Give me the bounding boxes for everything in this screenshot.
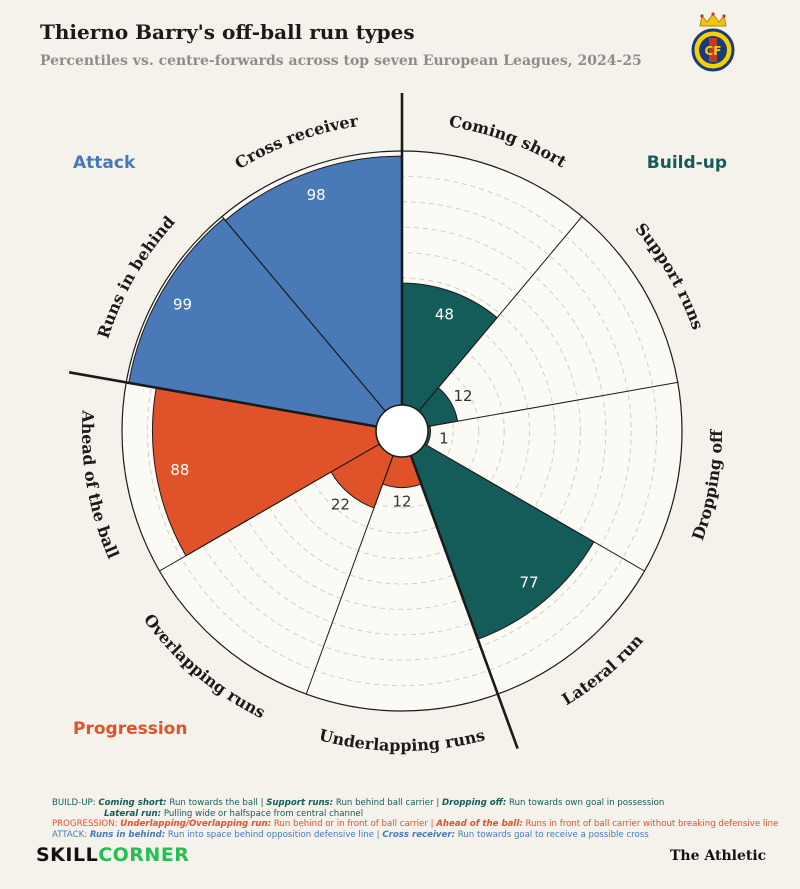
- spoke-8: [221, 216, 386, 412]
- center-hole: [375, 404, 429, 458]
- value-label-cross-receiver: 98: [307, 186, 326, 204]
- skillcorner-logo: SKILLCORNER: [36, 844, 190, 866]
- spoke-1: [418, 216, 583, 412]
- gridline-80: [172, 201, 632, 661]
- value-label-coming-short: 48: [435, 306, 454, 324]
- category-label-underlapping-runs: Underlapping runs: [317, 725, 487, 755]
- spoke-2: [427, 381, 678, 427]
- value-label-underlapping-runs: 12: [392, 492, 411, 510]
- value-label-lateral-run: 77: [519, 573, 538, 591]
- spoke-5: [305, 455, 394, 695]
- chart-subtitle: Percentiles vs. centre-forwards across t…: [40, 53, 642, 69]
- group-label-build-up: Build-up: [647, 153, 727, 173]
- crown-icon: [699, 12, 727, 27]
- value-label-dropping-off: 1: [439, 429, 449, 447]
- gridline-10: [350, 379, 454, 483]
- legend-progression: PROGRESSION: Underlapping/Overlapping ru…: [52, 819, 779, 830]
- legend-attack: ATTACK: Runs in behind: Run into space b…: [52, 829, 649, 840]
- value-label-runs-in-behind: 99: [173, 295, 192, 313]
- group-label-attack: Attack: [73, 153, 136, 173]
- svg-text:CF: CF: [704, 44, 721, 58]
- group-divider-2: [68, 371, 377, 428]
- value-label-overlapping-runs: 22: [331, 495, 350, 513]
- category-label-ahead-of-the-ball: Ahead of the ball: [78, 409, 123, 561]
- spoke-6: [159, 443, 380, 572]
- value-label-ahead-of-the-ball: 88: [170, 461, 189, 479]
- club-crest-icon: CF: [691, 12, 735, 72]
- legend-build-up: BUILD-UP: Coming short: Run towards the …: [52, 798, 665, 808]
- category-label-dropping-off: Dropping off: [688, 429, 726, 543]
- group-label-progression: Progression: [73, 719, 187, 739]
- group-divider-1: [409, 454, 519, 750]
- chart-title: Thierno Barry's off-ball run types: [40, 20, 415, 44]
- legend-build-up-2: Lateral run: Pulling wide or halfspace f…: [104, 808, 364, 819]
- publisher-logo: The Athletic: [670, 848, 767, 864]
- spoke-3: [424, 443, 645, 572]
- value-label-support-runs: 12: [453, 387, 472, 405]
- legend: BUILD-UP: Coming short: Run towards the …: [52, 798, 792, 840]
